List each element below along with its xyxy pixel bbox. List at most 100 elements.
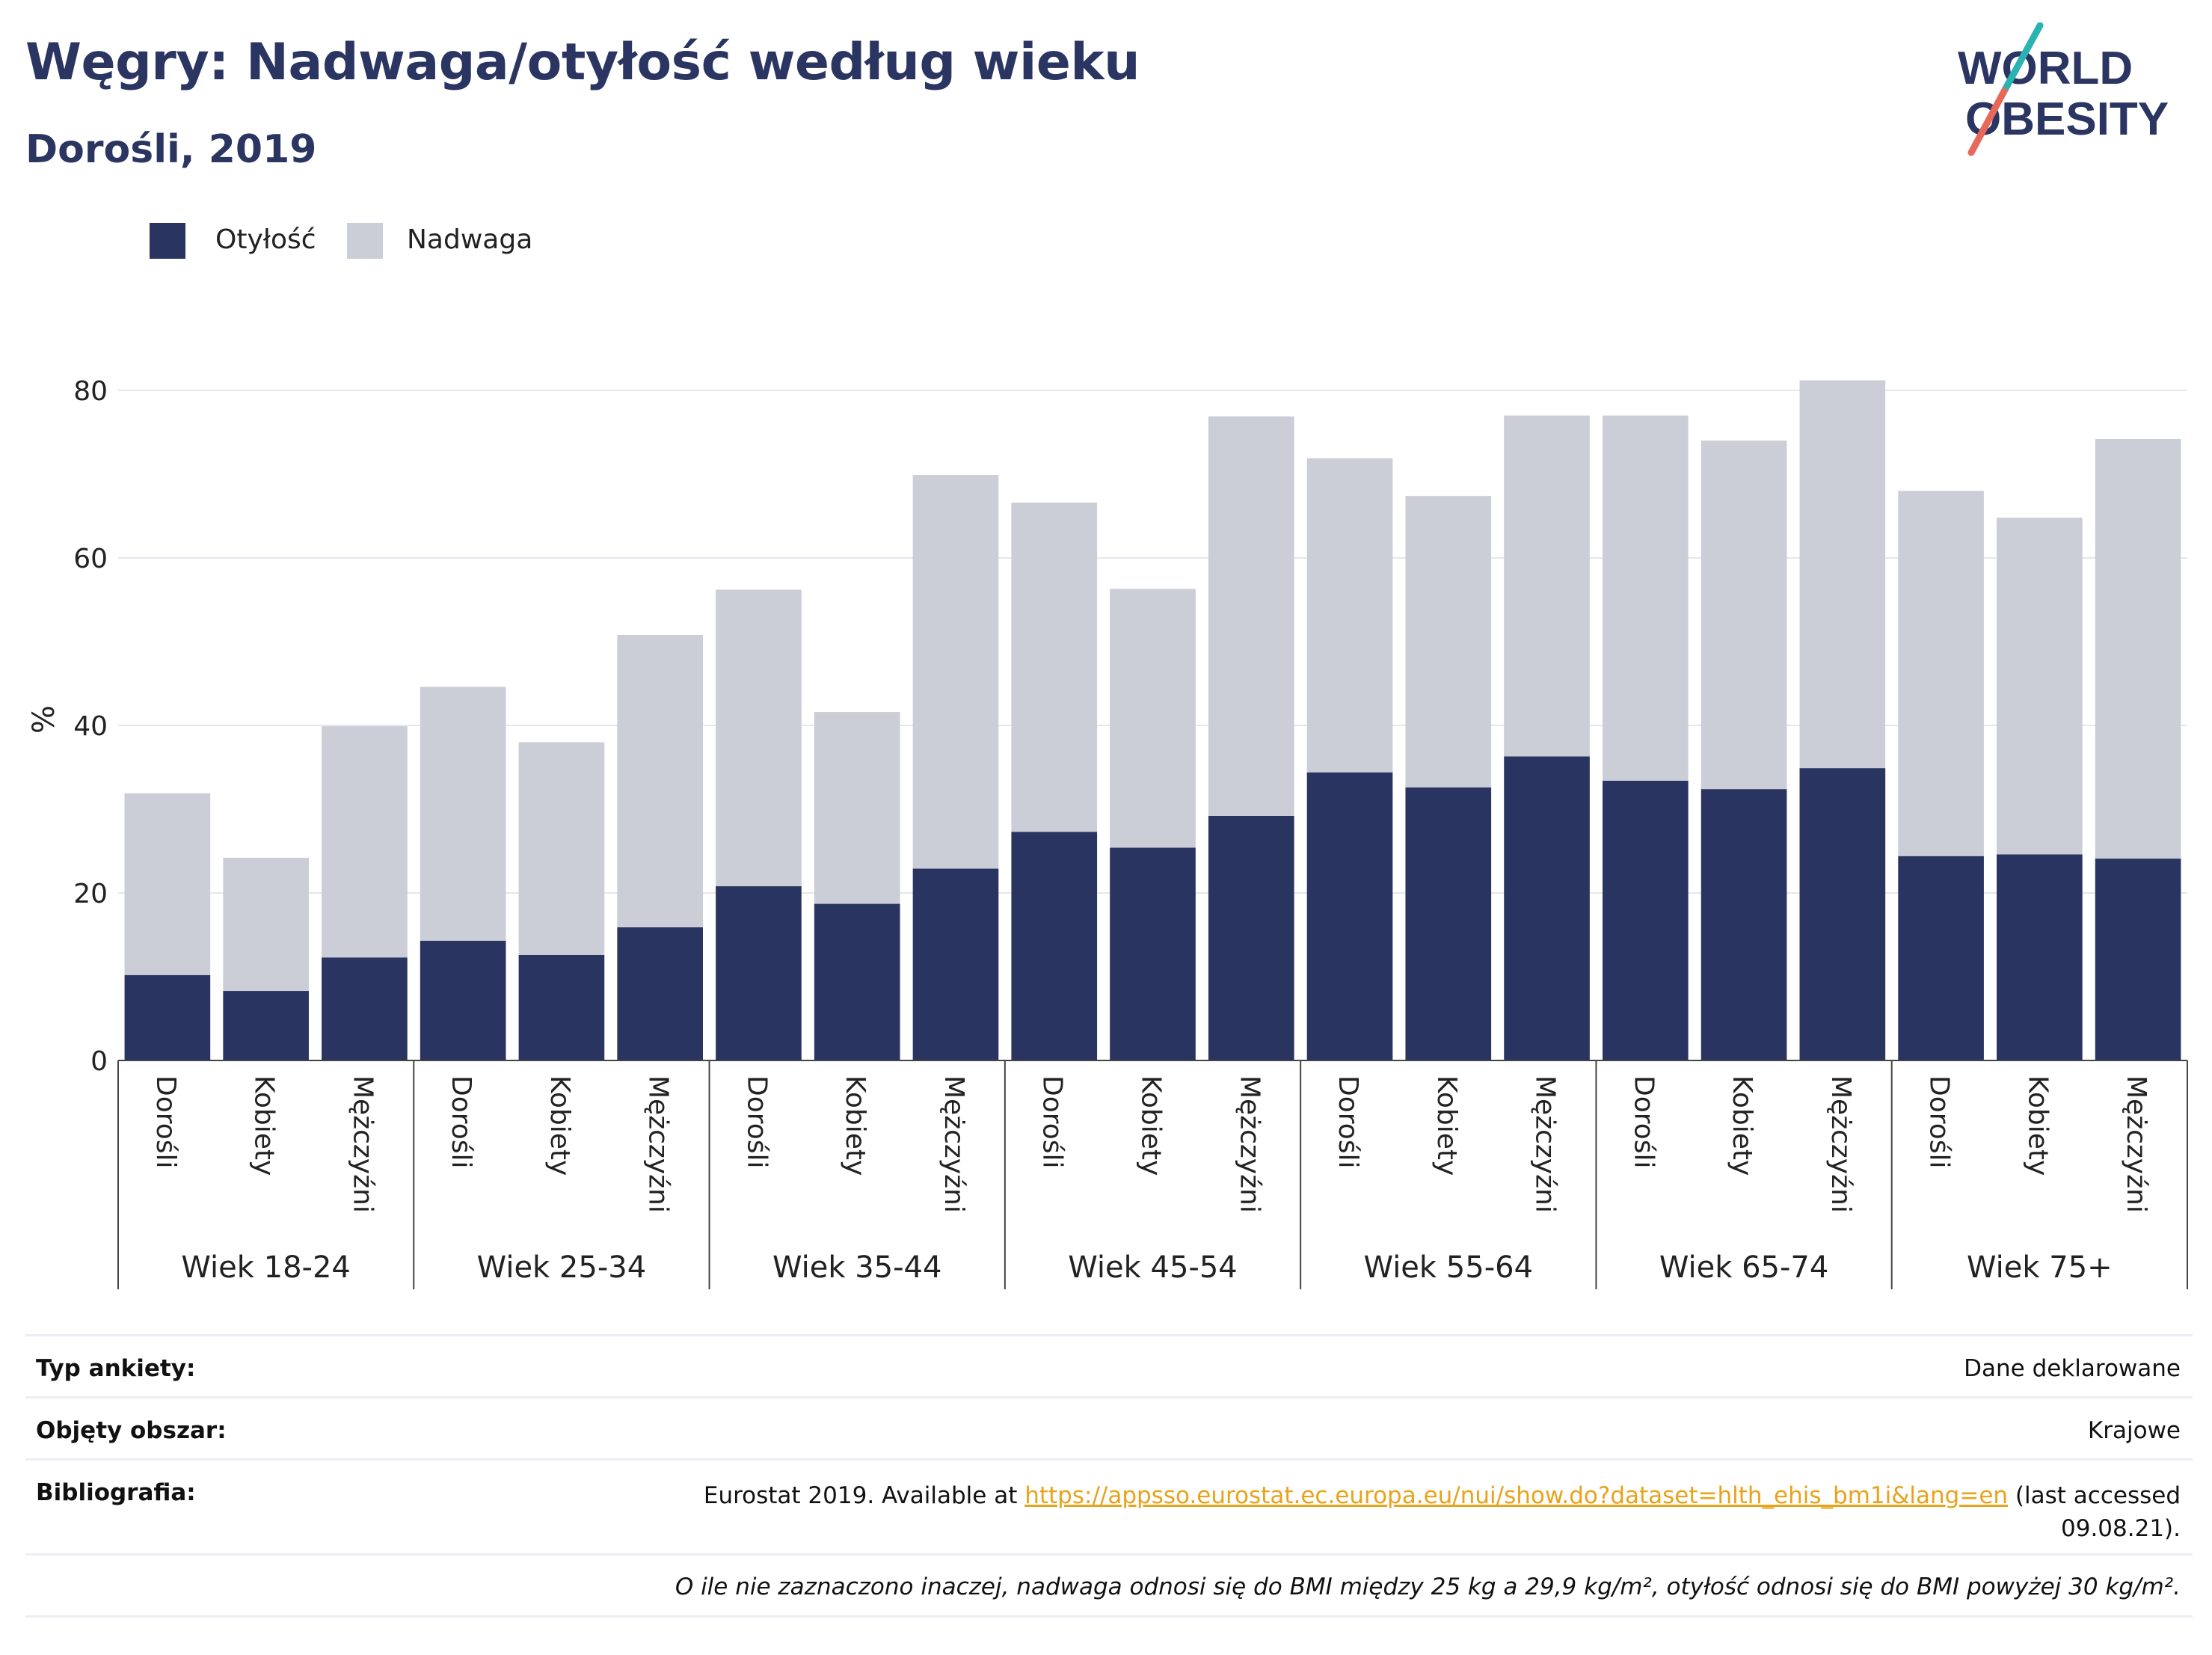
bar-nadwaga (1799, 380, 1886, 769)
bar-otylosc (1701, 789, 1787, 1060)
bar-nadwaga (322, 726, 408, 958)
legend-swatch-otylosc (150, 223, 185, 259)
bar-nadwaga (420, 687, 506, 941)
group-label: Wiek 18-24 (181, 1250, 351, 1285)
bar-nadwaga (912, 475, 999, 869)
bar-otylosc (1898, 856, 1984, 1060)
chart-subtitle: Dorośli, 2019 (25, 127, 317, 172)
info-row-bibliography: Bibliografia: Eurostat 2019. Available a… (25, 1458, 2193, 1553)
x-tick-label: Mężczyźni (347, 1075, 378, 1213)
y-tick-label: 20 (73, 879, 108, 909)
x-tick-label: Mężczyźni (643, 1075, 674, 1213)
legend-label-nadwaga: Nadwaga (407, 224, 533, 255)
legend-label-otylosc: Otyłość (215, 224, 316, 255)
bar-otylosc (322, 957, 408, 1060)
y-tick-label: 40 (73, 711, 108, 742)
bar-otylosc (1208, 815, 1294, 1060)
bibliography-prefix: Eurostat 2019. Available at (703, 1482, 1018, 1509)
x-tick-label: Kobiety (1727, 1075, 1757, 1176)
bibliography-suffix: (last accessed (2015, 1482, 2181, 1509)
bar-nadwaga (1997, 518, 2083, 855)
bar-otylosc (814, 903, 900, 1060)
bar-nadwaga (1110, 589, 1196, 848)
bar-otylosc (1110, 847, 1196, 1060)
bar-nadwaga (124, 793, 211, 975)
x-tick-label: Mężczyźni (2121, 1075, 2151, 1213)
bar-otylosc (1602, 780, 1689, 1060)
x-tick-label: Dorośli (150, 1075, 181, 1169)
bar-nadwaga (2095, 438, 2181, 859)
bibliography-link[interactable]: https://appsso.eurostat.ec.europa.eu/nui… (1024, 1482, 2009, 1509)
logo-line-1: WORLD (1958, 43, 2133, 94)
bar-nadwaga (617, 635, 704, 927)
info-row-survey-type: Typ ankiety: Dane deklarowane (25, 1334, 2193, 1396)
info-table: Typ ankiety: Dane deklarowane Objęty obs… (25, 1334, 2193, 1618)
y-tick-label: 0 (90, 1046, 108, 1077)
bar-otylosc (518, 954, 605, 1060)
logo-slash-teal-icon (2000, 22, 2044, 95)
bar-otylosc (2095, 859, 2181, 1060)
x-tick-label: Mężczyźni (938, 1075, 969, 1213)
bar-otylosc (223, 991, 309, 1060)
x-tick-label: Dorośli (1037, 1075, 1068, 1169)
bibliography-label: Bibliografia: (36, 1479, 196, 1506)
x-tick-label: Kobiety (544, 1075, 575, 1176)
bar-otylosc (1306, 772, 1393, 1060)
bar-nadwaga (1701, 440, 1787, 790)
x-tick-label: Mężczyźni (1234, 1075, 1265, 1213)
area-label: Objęty obszar: (36, 1417, 227, 1444)
bar-nadwaga (1504, 415, 1590, 757)
bibliography-value: Eurostat 2019. Available at https://apps… (704, 1479, 2181, 1545)
y-tick-label: 60 (73, 544, 108, 574)
x-tick-label: Dorośli (446, 1075, 476, 1169)
group-label: Wiek 75+ (1967, 1250, 2113, 1285)
bar-otylosc (124, 974, 211, 1060)
bar-nadwaga (1405, 496, 1492, 787)
bar-nadwaga (716, 589, 802, 887)
logo-slash-coral-icon (1967, 87, 2008, 156)
bar-nadwaga (223, 857, 309, 992)
x-tick-label: Kobiety (249, 1075, 280, 1176)
x-tick-label: Dorośli (741, 1075, 772, 1169)
stacked-bar-chart: 0 20 40 60 80% Dorośli Kobiety Mężczyźni Dorośli… (27, 376, 2188, 1289)
bar-otylosc (420, 940, 506, 1060)
x-tick-label: Mężczyźni (1530, 1075, 1561, 1213)
bar-nadwaga (1011, 503, 1098, 832)
bar-otylosc (1504, 756, 1590, 1060)
info-row-note: O ile nie zaznaczono inaczej, nadwaga od… (25, 1553, 2193, 1618)
group-label: Wiek 45-54 (1068, 1250, 1238, 1285)
bar-nadwaga (1898, 491, 1984, 856)
survey-type-value: Dane deklarowane (1964, 1355, 2181, 1382)
bar-otylosc (716, 886, 802, 1060)
bar-otylosc (1799, 768, 1886, 1060)
bar-otylosc (912, 868, 999, 1060)
y-tick-label: 80 (73, 376, 108, 407)
definition-note: O ile nie zaznaczono inaczej, nadwaga od… (675, 1573, 2181, 1600)
bar-otylosc (1997, 854, 2083, 1060)
info-row-area: Objęty obszar: Krajowe (25, 1396, 2193, 1458)
chart-title: Węgry: Nadwaga/otyłość według wieku (25, 33, 1140, 92)
x-tick-label: Dorośli (1628, 1075, 1659, 1169)
bar-nadwaga (1306, 458, 1393, 773)
group-label: Wiek 25-34 (477, 1250, 647, 1285)
x-tick-label: Mężczyźni (1825, 1075, 1856, 1213)
area-value: Krajowe (2087, 1417, 2181, 1444)
group-label: Wiek 35-44 (772, 1250, 942, 1285)
group-label: Wiek 65-74 (1659, 1250, 1829, 1285)
x-tick-label: Kobiety (840, 1075, 870, 1176)
bar-nadwaga (814, 712, 900, 904)
bar-otylosc (1011, 832, 1098, 1060)
survey-type-label: Typ ankiety: (36, 1355, 196, 1382)
x-tick-label: Kobiety (2022, 1075, 2053, 1176)
legend-swatch-nadwaga (347, 223, 383, 259)
bibliography-date: 09.08.21). (2061, 1515, 2181, 1542)
x-tick-label: Dorośli (1924, 1075, 1955, 1169)
group-label: Wiek 55-64 (1364, 1250, 1534, 1285)
world-obesity-logo: WORLD OBESITY (1958, 22, 2169, 156)
bar-nadwaga (518, 742, 605, 955)
bar-otylosc (1405, 787, 1492, 1060)
y-axis-label: % (27, 705, 61, 734)
x-tick-label: Kobiety (1431, 1075, 1462, 1176)
bar-nadwaga (1208, 416, 1294, 816)
x-tick-label: Dorośli (1333, 1075, 1363, 1169)
